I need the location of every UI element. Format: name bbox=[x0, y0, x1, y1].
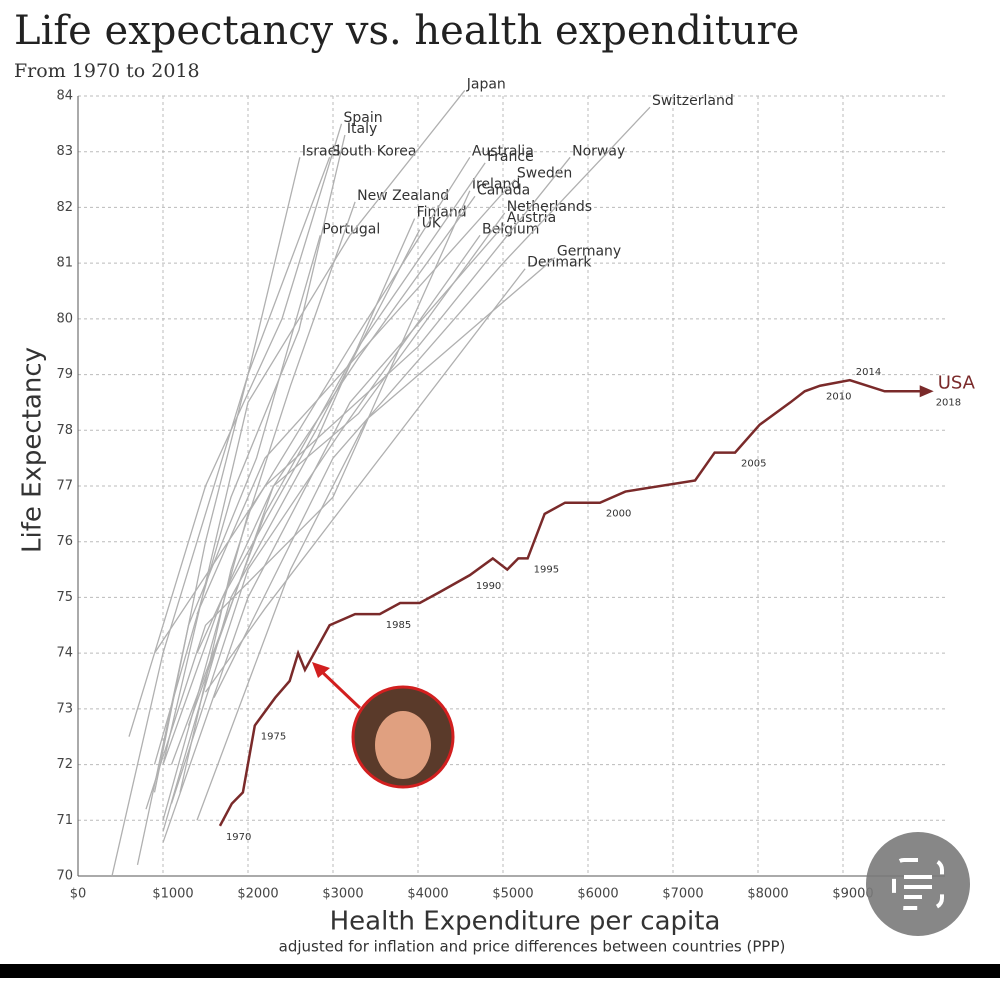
x-tick-label: $7000 bbox=[662, 887, 703, 902]
series-name: France bbox=[487, 149, 534, 165]
series-line bbox=[179, 201, 356, 793]
year-label: 2010 bbox=[826, 392, 851, 403]
series-name: Germany bbox=[557, 244, 621, 260]
x-tick-label: $6000 bbox=[577, 887, 618, 902]
year-label: 1970 bbox=[226, 832, 251, 843]
scan-frame bbox=[892, 858, 944, 910]
portrait-face bbox=[375, 711, 431, 779]
series-line bbox=[162, 90, 466, 765]
series-name: Austria bbox=[507, 210, 556, 226]
series-line bbox=[170, 162, 486, 765]
x-tick-label: $0 bbox=[70, 887, 87, 902]
y-tick-label: 70 bbox=[56, 869, 73, 884]
series-line bbox=[136, 235, 321, 865]
year-label: 1985 bbox=[386, 620, 411, 631]
y-tick-label: 75 bbox=[56, 590, 73, 605]
y-tick-label: 79 bbox=[56, 367, 73, 382]
series-name: Sweden bbox=[517, 166, 572, 182]
series-line bbox=[162, 229, 421, 765]
series-line bbox=[153, 157, 301, 793]
y-tick-label: 71 bbox=[56, 813, 73, 828]
series-name: Ireland bbox=[472, 177, 520, 193]
series-line bbox=[153, 134, 346, 765]
series-name: New Zealand bbox=[357, 188, 449, 204]
y-tick-label: 77 bbox=[56, 479, 73, 494]
scan-button bbox=[866, 832, 970, 936]
y-tick-label: 80 bbox=[56, 311, 73, 326]
x-tick-label: $2000 bbox=[237, 887, 278, 902]
series-name: Norway bbox=[572, 143, 625, 159]
arrow-head bbox=[312, 662, 330, 678]
series-line bbox=[162, 156, 471, 821]
series-name: USA bbox=[938, 372, 976, 393]
x-tick-label: $4000 bbox=[407, 887, 448, 902]
chart-title: Life expectancy vs. health expenditure bbox=[14, 8, 799, 54]
series-line bbox=[196, 257, 556, 821]
series-name: Canada bbox=[477, 182, 530, 198]
y-axis-label: Life Expectancy bbox=[18, 347, 48, 553]
series-name: Netherlands bbox=[507, 199, 592, 215]
y-tick-label: 76 bbox=[56, 534, 73, 549]
series-name: South Korea bbox=[332, 143, 417, 159]
series-line bbox=[218, 378, 930, 827]
series-line bbox=[162, 223, 506, 843]
series-name: Switzerland bbox=[652, 93, 734, 109]
bottom-bar bbox=[0, 964, 1000, 978]
series-name: Portugal bbox=[322, 221, 380, 237]
photo-callout bbox=[312, 662, 455, 789]
series-line bbox=[145, 190, 471, 810]
x-axis-label: Health Expenditure per capita bbox=[330, 907, 721, 937]
x-tick-label: $3000 bbox=[322, 887, 363, 902]
year-label: 1975 bbox=[261, 732, 286, 743]
series-line bbox=[196, 179, 516, 615]
y-tick-label: 82 bbox=[56, 200, 73, 215]
year-label: 1990 bbox=[476, 581, 501, 592]
year-label: 2014 bbox=[856, 367, 881, 378]
series-name: UK bbox=[422, 216, 442, 232]
year-label: 2018 bbox=[936, 397, 961, 408]
plot: 70 71 72 73 74 75 76 77 78 79 80 81 82 83 84 $0 $1000 $20… bbox=[56, 76, 975, 901]
x-tick-label: $9000 bbox=[832, 887, 873, 902]
series-name: Spain bbox=[344, 110, 383, 126]
x-axis-note: adjusted for inflation and price differe… bbox=[279, 938, 786, 956]
chart-subtitle: From 1970 to 2018 bbox=[14, 60, 200, 82]
y-tick-label: 78 bbox=[56, 423, 73, 438]
y-tick-label: 72 bbox=[56, 757, 73, 772]
x-tick-label: $5000 bbox=[492, 887, 533, 902]
arrow bbox=[318, 668, 362, 710]
year-label: 2005 bbox=[741, 459, 766, 470]
series-name: Australia bbox=[472, 143, 534, 159]
x-tick-label: $1000 bbox=[152, 887, 193, 902]
series-name: Israel bbox=[302, 143, 340, 159]
series-line bbox=[128, 123, 343, 737]
y-tick-label: 74 bbox=[56, 646, 73, 661]
y-tick-label: 73 bbox=[56, 701, 73, 716]
y-tick-label: 83 bbox=[56, 144, 73, 159]
year-label: 2000 bbox=[606, 509, 631, 520]
year-label: 1995 bbox=[534, 564, 559, 575]
series-name: Italy bbox=[347, 121, 377, 137]
y-tick-label: 84 bbox=[56, 89, 73, 104]
series-name: Japan bbox=[466, 76, 506, 92]
series-arrow bbox=[919, 385, 934, 398]
series-line bbox=[196, 212, 506, 654]
series-line bbox=[111, 157, 331, 877]
series-line bbox=[204, 268, 526, 693]
series-line bbox=[162, 218, 416, 832]
x-tick-label: $8000 bbox=[747, 887, 788, 902]
scan-icon bbox=[866, 832, 970, 936]
y-tick-label: 81 bbox=[56, 256, 73, 271]
series-line bbox=[213, 106, 651, 699]
